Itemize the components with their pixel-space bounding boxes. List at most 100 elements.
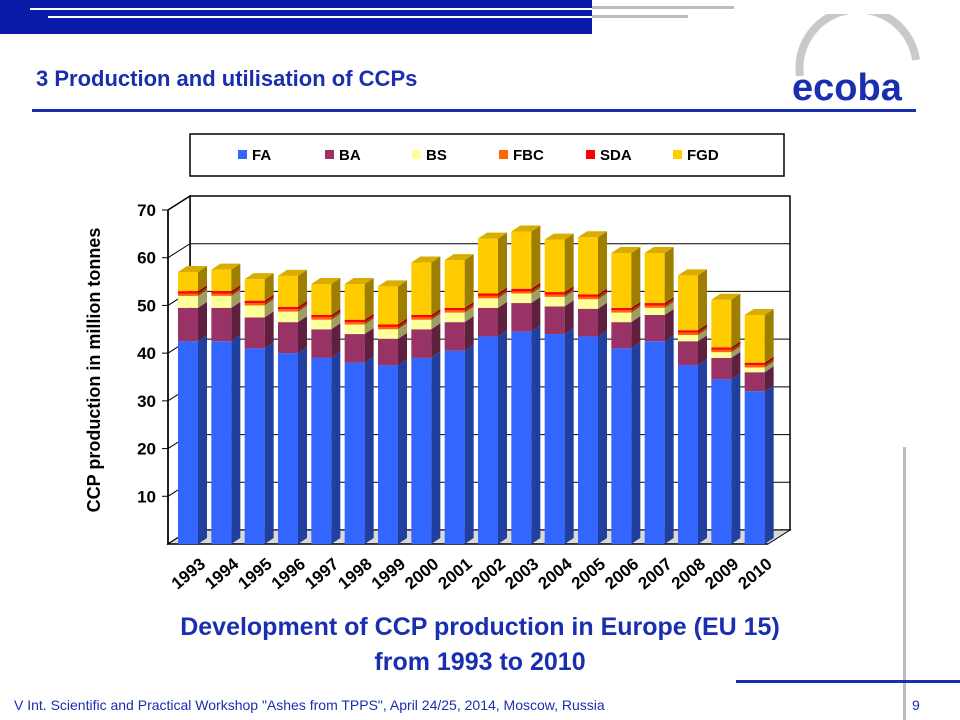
bar-top-2005 [578,231,607,238]
bar-side-sda-1993 [198,285,207,294]
bar-side-fbc-2010 [764,359,774,368]
bar-side-fbc-2003 [531,285,541,294]
bar-segment-bs-1996 [278,311,298,323]
legend-swatch-fbc [499,150,508,159]
bar-side-sda-2010 [764,356,774,366]
bar-side-sda-1994 [231,285,241,294]
bar-side-fgd-1993 [198,266,207,292]
bar-segment-fa-1999 [378,365,398,544]
bar-segment-ba-1993 [178,307,198,342]
bar-top-2006 [611,246,641,253]
bar-segment-fa-2010 [744,391,765,544]
bar-side-sda-1998 [364,313,374,323]
bar-segment-fgd-2006 [611,252,632,308]
gridline [167,195,790,211]
bar-top-2000 [411,256,441,263]
title-underline [32,109,916,112]
bar-segment-bs-2000 [411,319,432,330]
bar-side-fbc-1998 [364,316,374,325]
bar-side-fa-2004 [564,328,574,544]
bar-segment-fa-1998 [344,362,365,544]
y-tick-label: 60 [137,249,156,268]
bar-side-fgd-2009 [731,293,741,348]
header-line-gray-1 [592,6,734,9]
bar-segment-ba-1998 [344,334,365,363]
bar-side-fbc-2004 [564,288,574,297]
bar-segment-fgd-2000 [411,262,432,315]
bar-segment-fa-2007 [644,341,665,544]
bar-side-bs-2001 [464,306,474,323]
bar-top-2004 [544,233,574,240]
bar-segment-ba-1997 [311,329,332,358]
bar-segment-bs-1997 [311,319,332,330]
slide-title: 3 Production and utilisation of CCPs [36,66,418,91]
bar-side-bs-2010 [764,361,774,373]
bar-segment-bs-1993 [178,295,198,308]
bar-side-fbc-1994 [231,287,241,296]
bar-segment-fgd-2005 [578,237,598,295]
header-line-white-2 [48,16,592,18]
x-tick-label: 1997 [301,554,342,593]
bar-top-1998 [344,277,374,284]
bar-top-2009 [711,293,741,300]
bar-side-sda-2004 [564,286,574,295]
bar-segment-sda-1997 [311,314,332,318]
bar-side-bs-1998 [364,318,374,335]
bar-side-fa-1994 [231,335,241,544]
bar-side-fa-2003 [531,325,541,544]
bar-side-bs-2006 [631,306,641,323]
chart-caption-line1: Development of CCP production in Europe … [180,613,780,641]
bar-side-fgd-2008 [698,269,707,331]
legend-label-fgd: FGD [687,147,719,164]
bar-side-fa-1995 [264,342,274,544]
bar-segment-fa-2000 [411,357,432,544]
bar-side-ba-1998 [364,328,374,363]
bar-segment-fbc-2006 [611,310,632,313]
bar-top-1997 [311,277,341,284]
bar-side-ba-2005 [598,302,607,337]
x-tick-label: 2009 [701,554,742,593]
bar-segment-bs-2006 [611,312,632,323]
bar-top-2010 [744,308,774,315]
bar-segment-sda-1996 [278,306,298,310]
bar-side-sda-1997 [331,308,341,318]
bar-segment-fgd-2007 [644,252,665,304]
legend-swatch-fa [238,150,247,159]
bar-side-ba-2008 [698,335,707,366]
bar-side-sda-1999 [398,318,407,327]
bar-segment-fgd-1999 [378,286,398,325]
y-tick-label: 70 [137,201,156,220]
bar-side-fa-1998 [364,356,374,544]
y-tick-label: 30 [137,392,156,411]
bar-segment-fbc-1994 [211,293,232,296]
x-tick-label: 2004 [535,554,577,593]
bar-side-fgd-2000 [431,256,441,315]
bar-side-fa-2007 [664,335,674,544]
bar-segment-bs-2003 [511,293,532,304]
bar-segment-fa-1996 [278,353,298,544]
x-tick-label: 1996 [268,554,309,593]
bar-segment-ba-1995 [244,317,265,349]
bar-side-bs-2008 [698,329,707,342]
legend-swatch-sda [586,150,595,159]
bar-segment-fgd-1998 [344,283,365,320]
bar-side-fgd-2002 [498,232,507,294]
chart-plot-area: 10 20 30 40 50 60 70 19931994199519961997199819… [137,194,792,593]
x-tick-label: 2008 [668,554,709,593]
bar-segment-fa-1994 [211,341,232,544]
bar-segment-ba-2006 [611,322,632,349]
logo-text: ecoba [792,67,903,106]
bar-segment-fa-2008 [678,365,698,544]
bar-side-fa-1993 [198,335,207,544]
bar-side-fa-2001 [464,344,474,544]
bar-segment-sda-2008 [678,330,698,333]
bar-segment-ba-2002 [478,307,498,337]
bar-segment-fbc-2010 [744,365,765,368]
bar-side-ba-2007 [664,308,674,342]
bar-segment-fgd-2001 [444,260,465,308]
bar-segment-fa-2002 [478,336,498,544]
bar-side-fgd-1997 [331,277,341,315]
bar-segment-bs-1994 [211,295,232,308]
y-tick-label: 10 [137,487,156,506]
